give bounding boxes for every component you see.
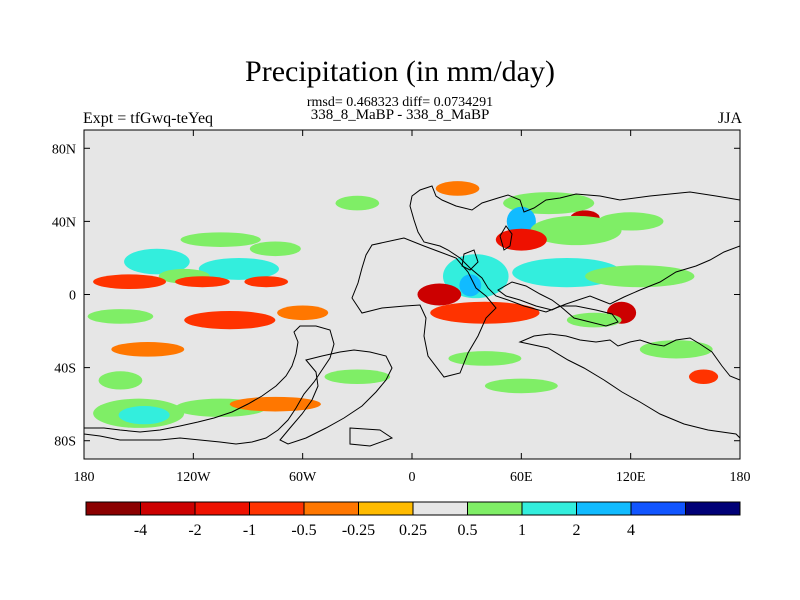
colorbar-swatch-8	[521, 501, 577, 516]
lat-tick-label-3: 40S	[54, 362, 76, 377]
stats-text: rmsd= 0.468323 diff= 0.0734291	[306, 95, 494, 110]
eurasia-coastline	[409, 185, 740, 313]
coastline-layer	[84, 185, 740, 447]
colorbar-label-0: -4	[134, 522, 147, 539]
anomaly-region-11	[111, 342, 185, 357]
anomaly-region-5	[93, 274, 166, 290]
anomaly-region-33	[566, 312, 622, 328]
colorbar-label-1: -2	[188, 522, 201, 539]
colorbar-label-7: 1	[518, 522, 526, 539]
southern-continent-coastline	[518, 333, 740, 439]
colorbar-label-6: 0.5	[458, 522, 478, 539]
colorbar-label-9: 4	[627, 522, 635, 539]
lon-tick-label-3: 0	[409, 470, 416, 485]
anomaly-region-31	[430, 301, 540, 324]
anomaly-region-12	[98, 371, 143, 390]
colorbar-swatch-11	[685, 501, 741, 516]
colorbar-swatch-1	[140, 501, 196, 516]
inner-sea-outline-2	[461, 249, 479, 271]
anomaly-region-16	[229, 396, 321, 412]
anomaly-region-18	[335, 195, 380, 211]
anomaly-region-2	[198, 257, 279, 280]
anomaly-region-19	[435, 181, 480, 196]
lon-tick-label-1: 120W	[176, 470, 211, 485]
lon-tick-label-2: 60W	[289, 470, 317, 485]
anomaly-region-24	[597, 212, 664, 231]
anomaly-region-14	[118, 405, 170, 425]
colorbar-swatch-9	[576, 501, 632, 516]
southern-island-outline	[349, 427, 394, 447]
colorbar-label-5: 0.25	[399, 522, 427, 539]
colorbar-label-4: -0.25	[342, 522, 375, 539]
anomaly-region-36	[448, 351, 522, 366]
anomaly-region-9	[184, 310, 276, 330]
anomaly-region-35	[688, 369, 719, 385]
colorbar-swatch-2	[194, 501, 250, 516]
anomaly-region-4	[249, 241, 301, 257]
colorbar-swatch-0	[85, 501, 141, 516]
colorbar-label-8: 2	[573, 522, 581, 539]
experiment-label: Expt = tfGwq-teYeq	[83, 110, 214, 127]
plot-title: Precipitation (in mm/day)	[245, 55, 555, 88]
anomaly-region-17	[324, 369, 391, 385]
colorbar-swatch-4	[303, 501, 359, 516]
anomaly-region-0	[180, 232, 261, 247]
anomaly-region-6	[175, 276, 230, 288]
lat-tick-label-0: 80N	[52, 142, 76, 157]
season-label: JJA	[717, 110, 742, 127]
colorbar-swatch-6	[412, 501, 468, 516]
anomaly-region-21	[506, 206, 536, 237]
colorbar-label-3: -0.5	[291, 522, 316, 539]
lon-tick-label-4: 60E	[510, 470, 533, 485]
anomaly-region-1	[124, 248, 190, 275]
colorbar: -4 -2 -1 -0.5 -0.25 0.25 0.5 1 2 4	[85, 501, 741, 539]
lat-tick-label-2: 0	[69, 289, 76, 304]
colorbar-swatch-5	[358, 501, 414, 516]
colorbar-swatch-7	[467, 501, 523, 516]
southeast-asia-outline	[558, 305, 619, 327]
colorbar-swatch-3	[249, 501, 305, 516]
africa-coastline	[351, 237, 497, 378]
anomaly-region-10	[277, 305, 329, 321]
anomaly-region-29	[417, 283, 462, 306]
axis-layer: 80N 40N 0 40S 80S 180 120W 60W 0 60E 120E 180	[52, 130, 751, 485]
caspian-outline	[499, 225, 513, 251]
anomaly-region-37	[484, 378, 558, 394]
anomaly-region-28	[459, 274, 482, 297]
anomaly-region-26	[585, 265, 695, 288]
anomaly-region-30	[495, 228, 547, 251]
lat-tick-label-1: 40N	[52, 215, 76, 230]
anomaly-layer	[87, 181, 719, 428]
lon-tick-label-6: 180	[730, 470, 751, 485]
lat-tick-label-4: 80S	[54, 435, 76, 450]
southwest-continent-coastline	[84, 325, 335, 445]
southern-peninsula-outline	[279, 349, 393, 445]
plot-subtitle: 338_8_MaBP - 338_8_MaBP	[310, 107, 490, 123]
colorbar-swatch-10	[630, 501, 686, 516]
anomaly-region-34	[639, 340, 713, 359]
colorbar-label-2: -1	[243, 522, 256, 539]
anomaly-region-8	[87, 309, 154, 324]
lon-tick-label-0: 180	[74, 470, 95, 485]
lon-tick-label-5: 120E	[616, 470, 646, 485]
anomaly-region-7	[244, 276, 289, 288]
